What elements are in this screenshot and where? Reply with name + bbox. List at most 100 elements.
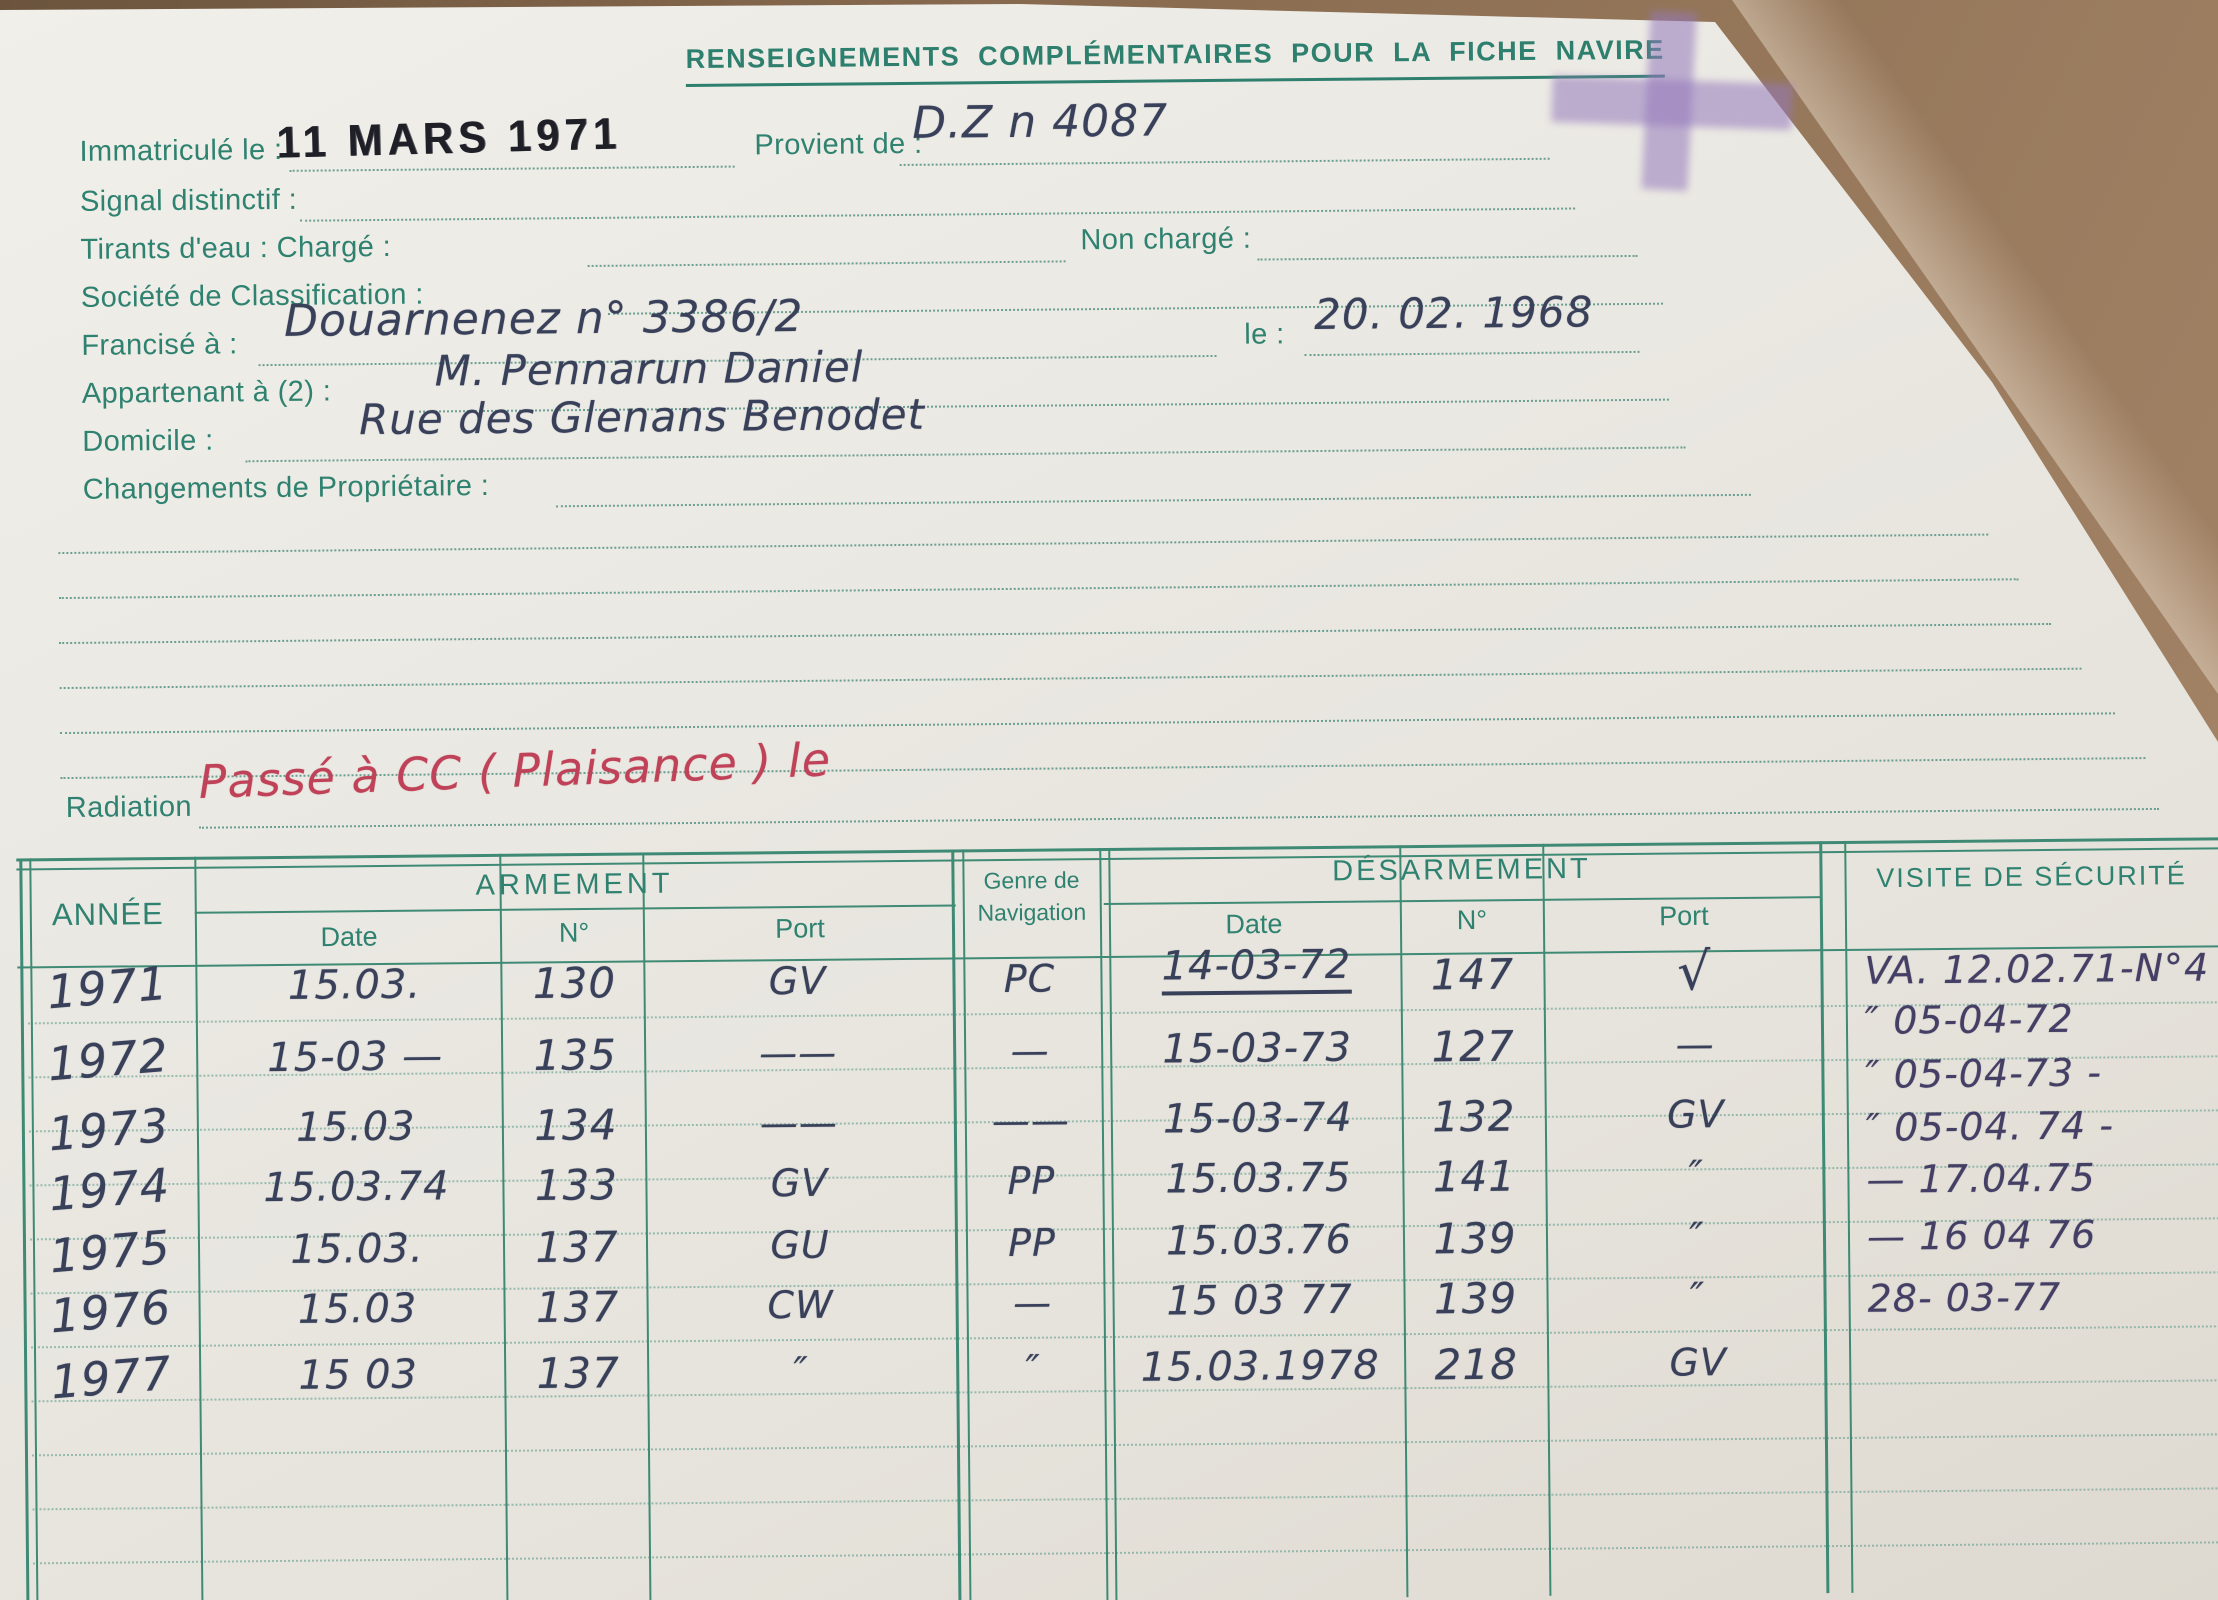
blank-line: [58, 576, 2019, 600]
cell-visite-securite: ″ 05-04-72: [1864, 996, 2074, 1043]
cell-desarmement-port: ″: [1689, 1274, 1706, 1319]
cell-desarmement-date: 15-03-73: [1162, 1024, 1353, 1073]
cell-genre-navigation: PC: [1003, 956, 1056, 1002]
cell-annee: 1974: [46, 1157, 172, 1222]
cell-desarmement-date: 14-03-72: [1161, 941, 1352, 996]
cell-genre-navigation: ——: [991, 1098, 1071, 1144]
tirants-label: Tirants d'eau : Chargé :: [80, 230, 392, 266]
col-line: [962, 849, 972, 1600]
dotted-line: [555, 491, 1751, 508]
blank-line: [58, 531, 1989, 555]
cell-desarmement-no: 139: [1433, 1213, 1517, 1264]
cell-desarmement-date: 15.03.1978: [1140, 1342, 1380, 1391]
row-line: [31, 1433, 2218, 1457]
cell-desarmement-no: 141: [1432, 1151, 1517, 1202]
immatricule-label: Immatriculé le :: [79, 133, 283, 168]
domicile-value-handwriting: Rue des Glenans Benodet: [358, 389, 926, 445]
dotted-line: [245, 444, 1686, 463]
provient-value-handwriting: D.Z n 4087: [912, 95, 1169, 149]
cell-desarmement-date: 15.03.76: [1165, 1216, 1353, 1265]
table-row: 1977 15 03 137 ″ ″ 15.03.1978 218 GV 28-…: [6, 1275, 2218, 1409]
le-label: le :: [1244, 318, 1285, 351]
provient-label: Provient de :: [754, 127, 923, 162]
cell-visite-securite: — 16 04 76: [1866, 1212, 2097, 1259]
col-line: [1099, 848, 1109, 1600]
immatricule-date-stamp: 11 MARS 1971: [275, 108, 622, 168]
cell-armement-no: 133: [534, 1160, 619, 1211]
cell-armement-port: ——: [759, 1100, 839, 1146]
header-armement: ARMEMENT: [475, 867, 674, 902]
cell-genre-navigation: —: [1010, 1028, 1050, 1073]
francise-value-handwriting: Douarnenez n° 3386/2: [283, 290, 804, 347]
radiation-label: Radiation: [65, 790, 193, 825]
cell-armement-no: 137: [536, 1348, 621, 1399]
cell-armement-no: 137: [535, 1282, 620, 1333]
cell-annee: 1975: [47, 1219, 173, 1284]
col-line: [1844, 840, 1854, 1593]
appartenant-label: Appartenant à (2) :: [81, 375, 332, 410]
cell-desarmement-no: 132: [1432, 1091, 1516, 1142]
cell-desarmement-date: 15 03 77: [1166, 1276, 1353, 1325]
header-genre-line2: Navigation: [977, 898, 1087, 926]
cell-armement-date: 15.03.: [287, 961, 422, 1009]
armement-underline: [194, 904, 956, 914]
cell-armement-date: 15.03: [297, 1285, 418, 1333]
cell-armement-date: 15.03.74: [263, 1163, 450, 1212]
dotted-line: [1304, 348, 1640, 357]
cell-desarmement-port: √: [1677, 942, 1712, 1003]
blank-line: [59, 665, 2082, 690]
header-genre-line1: Genre de: [983, 866, 1080, 894]
cell-armement-port: CW: [767, 1282, 834, 1328]
cell-armement-no: 135: [533, 1030, 618, 1081]
header-arm-date: Date: [320, 921, 378, 953]
cell-desarmement-port: GV: [1669, 1340, 1728, 1385]
cell-armement-port: GU: [770, 1222, 830, 1268]
header-desarmement: DÉSARMEMENT: [1332, 852, 1591, 888]
cell-genre-navigation: ″: [1025, 1346, 1042, 1391]
blank-line: [60, 710, 2115, 735]
appartenant-value-handwriting: M. Pennarun Daniel: [434, 342, 864, 396]
cell-desarmement-date: 15-03-74: [1162, 1094, 1353, 1143]
col-line: [1819, 841, 1830, 1594]
cell-desarmement-date: 15.03.75: [1165, 1154, 1352, 1203]
cell-armement-no: 130: [532, 958, 617, 1009]
cell-genre-navigation: PP: [1007, 1220, 1057, 1265]
col-line: [29, 858, 39, 1600]
header-des-no: N°: [1456, 904, 1488, 936]
cell-genre-navigation: —: [1012, 1280, 1053, 1325]
header-visite: VISITE DE SÉCURITÉ: [1876, 860, 2187, 894]
radiation-value-handwriting: Passé à CC ( Plaisance ) le: [197, 732, 832, 810]
cell-visite-securite: 28- 03-77: [1867, 1274, 2062, 1321]
col-line: [1399, 845, 1409, 1598]
cell-armement-date: 15.03.: [290, 1225, 424, 1273]
cell-annee: 1972: [45, 1027, 171, 1092]
col-line: [499, 853, 509, 1600]
cell-annee: 1973: [46, 1097, 172, 1162]
cell-desarmement-port: ″: [1689, 1214, 1705, 1259]
header-des-port: Port: [1658, 900, 1709, 932]
cell-visite-securite: — 17.04.75: [1866, 1155, 2096, 1202]
cell-armement-date: 15 03: [298, 1351, 419, 1399]
cell-desarmement-no: 127: [1431, 1021, 1515, 1072]
non-charge-label: Non chargé :: [1080, 222, 1252, 257]
header-annee: ANNÉE: [51, 896, 164, 933]
cell-visite-securite: VA. 12.02.71-N°4: [1864, 945, 2210, 993]
cell-armement-no: 137: [535, 1222, 619, 1273]
domicile-label: Domicile :: [82, 424, 214, 458]
row-line: [32, 1487, 2218, 1511]
dotted-line: [899, 155, 1550, 166]
cell-annee: 1976: [48, 1279, 174, 1344]
dotted-line: [587, 258, 1066, 267]
francise-label: Francisé à :: [81, 328, 238, 362]
changements-label: Changements de Propriétaire :: [82, 469, 490, 506]
cell-desarmement-no: 147: [1430, 949, 1515, 1000]
cell-desarmement-port: ″: [1688, 1152, 1705, 1197]
header-arm-port: Port: [775, 913, 825, 944]
header-des-date: Date: [1225, 908, 1283, 940]
col-line: [1542, 843, 1552, 1596]
cell-annee: 1977: [48, 1345, 174, 1410]
cell-annee: 1971: [45, 955, 171, 1020]
row-line: [33, 1541, 2218, 1565]
cell-visite-securite: ″ 05-04. 74 -: [1865, 1103, 2115, 1150]
